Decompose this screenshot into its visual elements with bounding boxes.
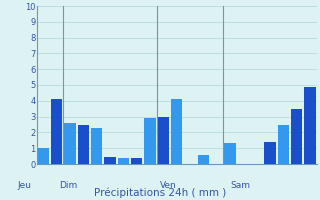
Bar [91, 128, 102, 164]
Bar [264, 142, 276, 164]
Bar [51, 99, 62, 164]
Bar [304, 87, 316, 164]
Bar [198, 155, 209, 164]
Bar [291, 109, 302, 164]
Bar [64, 123, 76, 164]
Bar [118, 158, 129, 164]
Bar [224, 143, 236, 164]
Bar [78, 124, 89, 164]
Text: Précipitations 24h ( mm ): Précipitations 24h ( mm ) [94, 188, 226, 198]
Bar [158, 117, 169, 164]
Bar [131, 158, 142, 164]
Bar [144, 118, 156, 164]
Bar [104, 157, 116, 164]
Text: Ven: Ven [160, 181, 177, 190]
Text: Dim: Dim [59, 181, 77, 190]
Bar [38, 148, 49, 164]
Text: Sam: Sam [230, 181, 250, 190]
Bar [171, 99, 182, 164]
Text: Jeu: Jeu [18, 181, 32, 190]
Bar [278, 124, 289, 164]
